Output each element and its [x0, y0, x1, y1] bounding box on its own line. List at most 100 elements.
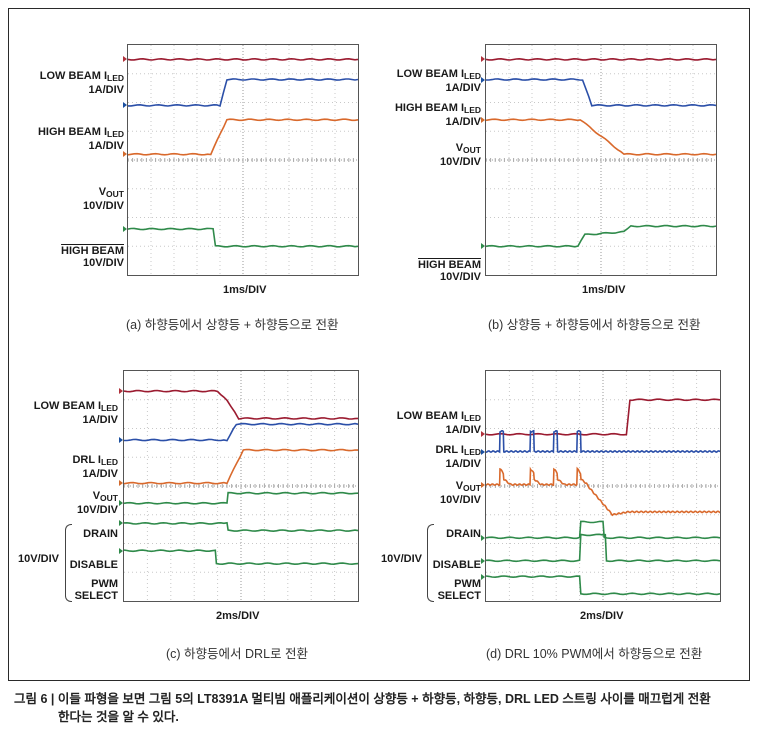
- group-item-label: PWM SELECT: [437, 578, 481, 602]
- group-item-label: DISABLE: [432, 559, 481, 571]
- trace-label-main: V: [455, 142, 464, 154]
- channel-marker: [481, 573, 485, 580]
- trace-drain: [486, 520, 720, 540]
- trace-disable: [486, 533, 720, 563]
- trace-label-scale: 1A/DIV: [88, 84, 124, 96]
- trace-low-beam-iled: [128, 57, 358, 61]
- trace-label-main: HIGH BEAM I: [37, 126, 107, 138]
- trace-label-main: LOW BEAM I: [33, 400, 101, 412]
- panel-c-time-scale: 2ms/DIV: [216, 610, 260, 622]
- panel-c-trace-label: VOUT 10V/DIV: [77, 490, 118, 516]
- panel-d-time-scale: 2ms/DIV: [580, 610, 624, 622]
- panel-b-scope: [485, 44, 717, 276]
- figure-caption: 그림 6 | 이들 파형을 보면 그림 5의 LT8391A 멀티빔 애플리케이…: [14, 690, 754, 726]
- trace-label-sub: OUT: [463, 483, 481, 493]
- trace-high-beam: [128, 227, 358, 248]
- panel-d-trace-label: VOUT 10V/DIV: [440, 480, 481, 506]
- panel-d-trace-label: LOW BEAM ILED 1A/DIV: [397, 410, 481, 436]
- panel-b-trace-label: HIGH BEAM 10V/DIV: [418, 259, 481, 283]
- trace-label-main: HIGH BEAM: [418, 259, 481, 271]
- panel-a-trace-label: VOUT 10V/DIV: [83, 186, 124, 212]
- panel-c-caption: (c) 하향등에서 DRL로 전환: [166, 647, 309, 661]
- panel-c-trace-label: LOW BEAM ILED 1A/DIV: [34, 400, 118, 426]
- trace-vout: [486, 466, 720, 517]
- panel-c-trace-label: DRL ILED 1A/DIV: [72, 454, 118, 480]
- trace-high-beam-iled: [486, 78, 716, 107]
- trace-pwm-select: [124, 549, 358, 566]
- trace-label-scale: 1A/DIV: [445, 116, 481, 128]
- channel-marker: [119, 388, 123, 395]
- panel-c-plot: [124, 371, 358, 601]
- figure-frame: [8, 8, 750, 681]
- trace-label-sub: LED: [464, 447, 481, 457]
- channel-marker: [123, 151, 127, 158]
- trace-label-main: V: [92, 490, 101, 502]
- trace-label-scale: 10V/DIV: [440, 156, 481, 168]
- figure-caption-line1: 그림 6 | 이들 파형을 보면 그림 5의 LT8391A 멀티빔 애플리케이…: [14, 692, 711, 706]
- trace-label-sub: LED: [464, 105, 481, 115]
- figure-caption-line2: 한다는 것을 알 수 있다.: [58, 710, 179, 724]
- panel-a-trace-label: LOW BEAM ILED 1A/DIV: [40, 70, 124, 96]
- channel-marker: [481, 116, 485, 123]
- channel-marker: [481, 481, 485, 488]
- panel-c-scope: [123, 370, 359, 602]
- group-brace: [427, 524, 434, 602]
- trace-drain: [124, 491, 358, 505]
- channel-marker: [481, 534, 485, 541]
- trace-label-main: LOW BEAM I: [396, 68, 464, 80]
- trace-drl-iled: [124, 422, 358, 442]
- channel-marker: [119, 520, 123, 527]
- trace-label-main: LOW BEAM I: [396, 410, 464, 422]
- panel-b-time-scale: 1ms/DIV: [582, 284, 626, 296]
- trace-label-scale: 1A/DIV: [82, 468, 118, 480]
- trace-drl-iled: [486, 429, 720, 454]
- panel-b-caption: (b) 상향등 + 하향등에서 하향등으로 전환: [488, 318, 701, 332]
- channel-marker: [481, 76, 485, 83]
- group-item-label: DRAIN: [446, 528, 481, 540]
- channel-marker: [119, 437, 123, 443]
- trace-high-beam-iled: [128, 78, 358, 108]
- trace-label-sub: LED: [464, 71, 481, 81]
- channel-marker: [481, 557, 485, 564]
- trace-vout: [124, 448, 358, 485]
- trace-label-main: V: [455, 480, 464, 492]
- trace-label-sub: OUT: [106, 189, 124, 199]
- trace-label-main: LOW BEAM I: [39, 70, 107, 82]
- trace-label-scale: 1A/DIV: [445, 82, 481, 94]
- trace-label-sub: LED: [464, 413, 481, 423]
- trace-pwm-select: [486, 575, 720, 596]
- channel-marker: [119, 500, 123, 507]
- channel-marker: [123, 56, 127, 63]
- panel-d-trace-label: DRL ILED 1A/DIV: [435, 444, 481, 470]
- trace-label-sub: OUT: [100, 493, 118, 503]
- trace-vout: [486, 118, 716, 156]
- panel-d-scope: [485, 370, 721, 602]
- trace-label-scale: 1A/DIV: [88, 140, 124, 152]
- panel-d-caption: (d) DRL 10% PWM에서 하향등으로 전환: [486, 647, 703, 661]
- trace-label-main: HIGH BEAM: [61, 245, 124, 257]
- trace-label-main: V: [98, 186, 107, 198]
- group-scale-label: 10V/DIV: [18, 553, 59, 565]
- panel-b-trace-label: VOUT 10V/DIV: [440, 142, 481, 168]
- panel-a-plot: [128, 45, 358, 275]
- group-brace: [65, 524, 72, 602]
- trace-label-scale: 10V/DIV: [83, 257, 124, 269]
- trace-label-sub: LED: [101, 457, 118, 467]
- trace-label-scale: 1A/DIV: [82, 414, 118, 426]
- channel-marker: [481, 431, 485, 438]
- panel-a-trace-label: HIGH BEAM 10V/DIV: [61, 245, 124, 269]
- trace-low-beam-iled: [124, 389, 358, 420]
- channel-marker: [123, 102, 127, 109]
- panel-d-plot: [486, 371, 720, 601]
- panel-b-trace-label: LOW BEAM ILED 1A/DIV: [397, 68, 481, 94]
- trace-label-sub: LED: [101, 403, 118, 413]
- trace-label-main: DRL I: [435, 444, 464, 456]
- group-scale-label: 10V/DIV: [381, 553, 422, 565]
- panel-b-trace-label: HIGH BEAM ILED 1A/DIV: [395, 102, 481, 128]
- panel-a-scope: [127, 44, 359, 276]
- trace-low-beam-iled: [486, 398, 720, 436]
- trace-label-main: DRL I: [72, 454, 101, 466]
- channel-marker: [481, 56, 485, 63]
- channel-marker: [119, 480, 123, 487]
- trace-low-beam-iled: [486, 57, 716, 61]
